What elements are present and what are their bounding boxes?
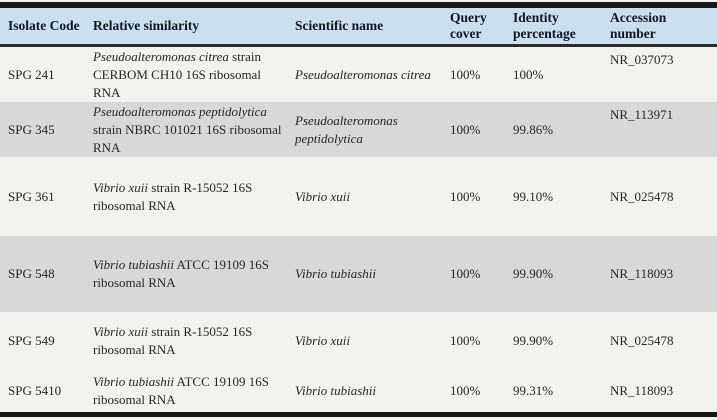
cell-identity-percentage: 100% — [513, 66, 544, 82]
similarity-species-name: Vibrio xuii — [93, 323, 149, 339]
cell-identity-percentage: 99.90% — [513, 266, 554, 282]
cell-relative-similarity: Vibrio xuii strain R-15052 16S ribosomal… — [93, 179, 253, 213]
cell-accession-number: NR_037073 — [610, 51, 674, 67]
cell-relative-similarity: Vibrio tubiashii ATCC 19109 16S ribosoma… — [93, 373, 270, 407]
table-bottom-rule — [0, 412, 717, 418]
similarity-species-name: Pseudoalteromonas citrea — [93, 48, 229, 64]
cell-query-cover: 100% — [450, 121, 481, 137]
column-header-relative-similarity: Relative similarity — [93, 8, 295, 47]
cell-relative-similarity: Pseudoalteromonas peptidolytica strain N… — [93, 103, 282, 155]
cell-identity-percentage: 99.90% — [513, 332, 554, 348]
cell-scientific-name: Vibrio tubiashii — [295, 369, 450, 412]
column-header-scientific-name: Scientific name — [295, 8, 450, 47]
similarity-species-name: Vibrio tubiashii — [93, 257, 175, 273]
table-row: SPG 5410 Vibrio tubiashii ATCC 19109 16S … — [0, 369, 717, 412]
cell-isolate-code: SPG 549 — [8, 332, 55, 348]
cell-accession-number: NR_118093 — [610, 382, 674, 398]
cell-accession-number: NR_118093 — [610, 266, 674, 282]
header-row: Isolate Code Relative similarity Scienti… — [0, 8, 717, 47]
cell-scientific-name: Vibrio xuii — [295, 157, 450, 236]
cell-relative-similarity: Vibrio xuii strain R-15052 16S ribosomal… — [93, 323, 253, 357]
cell-isolate-code: SPG 361 — [8, 188, 55, 204]
cell-identity-percentage: 99.86% — [513, 121, 554, 137]
table-row: SPG 345 Pseudoalteromonas peptidolytica s… — [0, 102, 717, 158]
blast-results-table: Isolate Code Relative similarity Scienti… — [0, 8, 717, 412]
cell-query-cover: 100% — [450, 66, 481, 82]
cell-isolate-code: SPG 548 — [8, 266, 55, 282]
cell-query-cover: 100% — [450, 266, 481, 282]
cell-identity-percentage: 99.10% — [513, 188, 554, 204]
scientific-name: Vibrio xuii — [295, 188, 351, 204]
top-margin — [0, 0, 717, 2]
table-body: SPG 241 Pseudoalteromonas citrea strain C… — [0, 45, 717, 412]
table-row: SPG 241 Pseudoalteromonas citrea strain C… — [0, 45, 717, 102]
cell-scientific-name: Pseudoalteromonas citrea — [295, 45, 450, 102]
scientific-name: Vibrio xuii — [295, 332, 351, 348]
scientific-name: Vibrio tubiashii — [295, 266, 377, 282]
scientific-name: Pseudoalteromonas peptidolytica — [295, 112, 398, 146]
cell-isolate-code: SPG 345 — [8, 121, 55, 137]
column-header-identity-percentage: Identity percentage — [513, 8, 610, 47]
cell-accession-number: NR_025478 — [610, 332, 674, 348]
cell-identity-percentage: 99.31% — [513, 382, 554, 398]
cell-query-cover: 100% — [450, 382, 481, 398]
cell-query-cover: 100% — [450, 332, 481, 348]
cell-isolate-code: SPG 241 — [8, 66, 55, 82]
similarity-species-name: Vibrio tubiashii — [93, 373, 175, 389]
column-header-accession-number: Accession number — [610, 8, 717, 47]
similarity-species-name: Pseudoalteromonas peptidolytica — [93, 103, 267, 119]
scientific-name: Vibrio tubiashii — [295, 382, 377, 398]
cell-relative-similarity: Vibrio tubiashii ATCC 19109 16S ribosoma… — [93, 257, 270, 291]
cell-accession-number: NR_113971 — [610, 107, 674, 123]
column-header-isolate-code: Isolate Code — [0, 8, 93, 47]
cell-scientific-name: Vibrio tubiashii — [295, 236, 450, 312]
table-row: SPG 548 Vibrio tubiashii ATCC 19109 16S r… — [0, 236, 717, 313]
cell-scientific-name: Pseudoalteromonas peptidolytica — [295, 102, 450, 157]
table-row: SPG 361 Vibrio xuii strain R-15052 16S ri… — [0, 157, 717, 236]
scientific-name: Pseudoalteromonas citrea — [295, 66, 431, 82]
cell-isolate-code: SPG 5410 — [8, 382, 62, 398]
similarity-species-name: Vibrio xuii — [93, 179, 149, 195]
cell-relative-similarity: Pseudoalteromonas citrea strain CERBOM C… — [93, 48, 262, 100]
cell-query-cover: 100% — [450, 188, 481, 204]
cell-scientific-name: Vibrio xuii — [295, 312, 450, 369]
table-top-rule — [0, 2, 717, 8]
cell-accession-number: NR_025478 — [610, 188, 674, 204]
table-header: Isolate Code Relative similarity Scienti… — [0, 8, 717, 47]
column-header-query-cover: Query cover — [450, 8, 513, 47]
table-row: SPG 549 Vibrio xuii strain R-15052 16S ri… — [0, 312, 717, 369]
